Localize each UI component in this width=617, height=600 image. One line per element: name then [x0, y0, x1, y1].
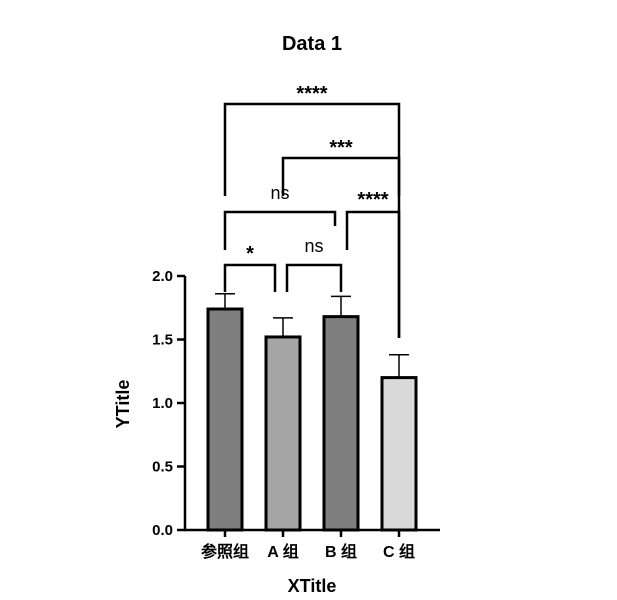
significance-bracket — [223, 210, 337, 250]
significance-bracket — [223, 263, 277, 292]
y-tick-label: 0.5 — [152, 459, 173, 476]
bar — [206, 307, 244, 532]
significance-bracket — [223, 102, 401, 338]
bar — [322, 315, 360, 532]
chart-title: Data 1 — [282, 33, 342, 55]
y-tick-label: 1.5 — [152, 332, 173, 349]
y-tick-label: 1.0 — [152, 395, 173, 412]
significance-label: ns — [304, 236, 323, 256]
x-tick-label: B 组 — [325, 542, 357, 561]
significance-label: ns — [270, 183, 289, 203]
significance-bracket — [285, 263, 343, 292]
bar — [380, 376, 418, 532]
significance-label: * — [246, 243, 254, 265]
significance-label: **** — [296, 83, 327, 105]
x-tick-label: C 组 — [383, 542, 415, 561]
x-tick-label: 参照组 — [201, 542, 249, 561]
significance-label: **** — [357, 189, 388, 211]
y-tick-label: 0.0 — [152, 522, 173, 539]
bar — [264, 335, 302, 532]
x-axis-title: XTitle — [288, 576, 337, 596]
y-tick-label: 2.0 — [152, 268, 173, 285]
x-tick-label: A 组 — [267, 542, 298, 561]
significance-label: *** — [329, 137, 353, 159]
y-axis-title: YTitle — [113, 380, 133, 429]
